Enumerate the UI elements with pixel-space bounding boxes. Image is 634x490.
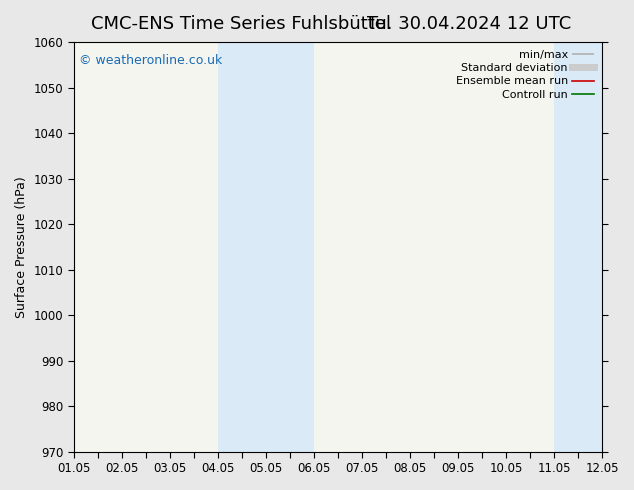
Y-axis label: Surface Pressure (hPa): Surface Pressure (hPa): [15, 176, 28, 318]
Legend: min/max, Standard deviation, Ensemble mean run, Controll run: min/max, Standard deviation, Ensemble me…: [453, 48, 597, 102]
Bar: [218, 42, 314, 452]
Text: Tu. 30.04.2024 12 UTC: Tu. 30.04.2024 12 UTC: [367, 15, 571, 33]
Text: © weatheronline.co.uk: © weatheronline.co.uk: [79, 54, 223, 67]
Text: CMC-ENS Time Series Fuhlsbüttel: CMC-ENS Time Series Fuhlsbüttel: [91, 15, 391, 33]
Bar: [554, 42, 634, 452]
